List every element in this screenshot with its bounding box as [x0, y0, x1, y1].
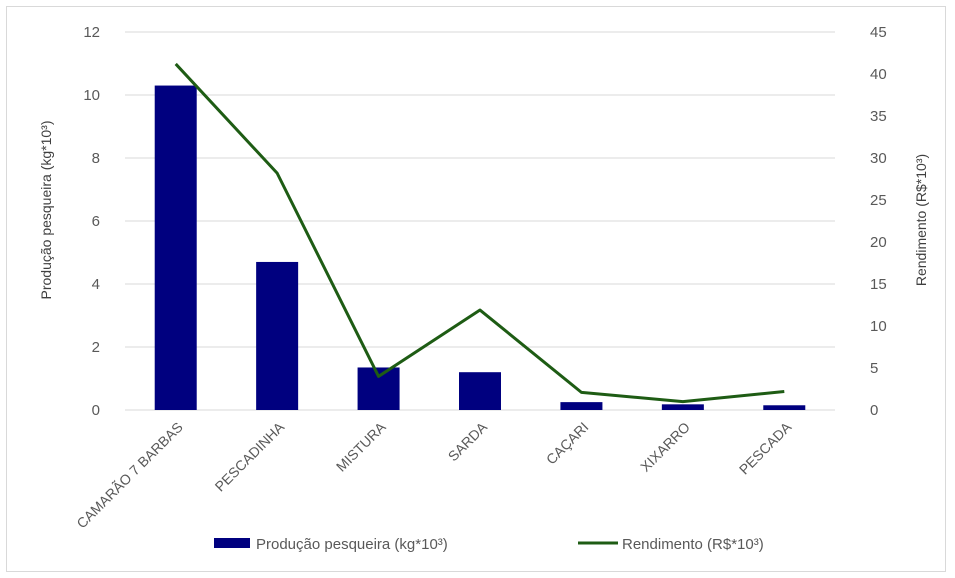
left-tick-label: 6 [92, 213, 100, 230]
bar [560, 402, 603, 410]
category-label: XIXARRO [637, 419, 693, 475]
bar [154, 85, 197, 411]
right-tick-label: 20 [870, 234, 887, 251]
bar [256, 261, 299, 410]
bar [661, 404, 704, 410]
left-axis-title: Produção pesqueira (kg*10³) [38, 121, 54, 300]
left-tick-label: 12 [83, 24, 100, 41]
bar [763, 405, 806, 410]
line-series [174, 62, 785, 404]
left-tick-label: 8 [92, 150, 100, 167]
right-tick-label: 15 [870, 276, 887, 293]
right-axis-ticks: 0 5 10 15 20 25 30 35 40 45 [870, 24, 887, 419]
bar [459, 372, 501, 410]
category-labels: CAMARÃO 7 BARBAS PESCADINHA MISTURA SARDA CA… [73, 418, 795, 531]
category-label: PESCADA [736, 418, 795, 477]
category-label: MISTURA [333, 418, 389, 474]
right-tick-label: 30 [870, 150, 887, 167]
right-tick-label: 40 [870, 66, 887, 83]
right-tick-label: 5 [870, 360, 878, 377]
left-tick-label: 0 [92, 402, 100, 419]
legend-bar-label: Produção pesqueira (kg*10³) [256, 536, 448, 553]
left-axis-ticks: 0 2 4 6 8 10 12 [83, 24, 100, 419]
right-tick-label: 10 [870, 318, 887, 335]
right-tick-label: 45 [870, 24, 887, 41]
right-axis-title: Rendimento (R$*10³) [913, 154, 929, 286]
category-label: PESCADINHA [212, 418, 288, 494]
left-tick-label: 10 [83, 87, 100, 104]
category-label: CAÇARI [543, 419, 592, 468]
right-tick-label: 35 [870, 108, 887, 125]
category-label: SARDA [445, 418, 491, 464]
left-tick-label: 2 [92, 339, 100, 356]
right-tick-label: 25 [870, 192, 887, 209]
gridlines [125, 31, 835, 411]
bar-series [154, 85, 806, 411]
legend: Produção pesqueira (kg*10³) Rendimento (… [214, 536, 764, 553]
category-label: CAMARÃO 7 BARBAS [73, 419, 186, 532]
legend-bar-swatch [214, 538, 250, 548]
legend-line-label: Rendimento (R$*10³) [622, 536, 764, 553]
left-tick-label: 4 [92, 276, 100, 293]
right-tick-label: 0 [870, 402, 878, 419]
